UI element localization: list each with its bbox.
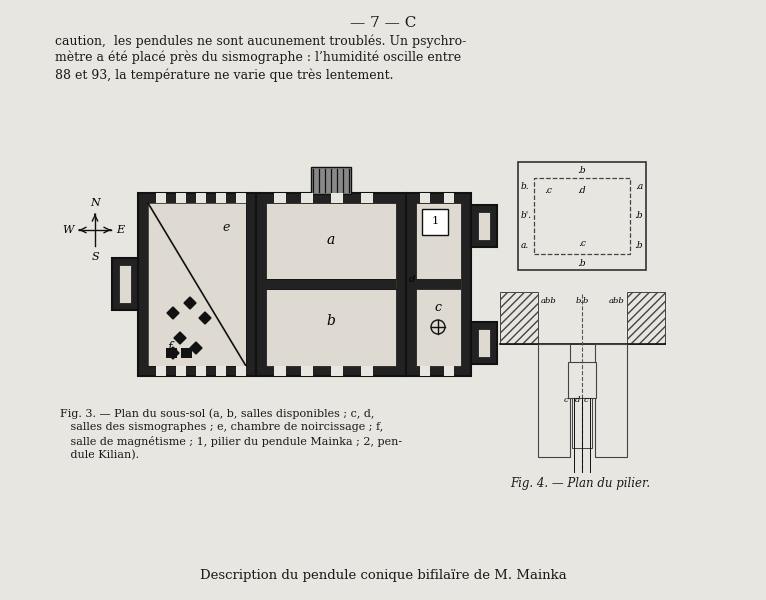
- Text: .b: .b: [634, 241, 643, 250]
- Polygon shape: [167, 347, 179, 359]
- Text: N: N: [90, 198, 100, 208]
- Polygon shape: [199, 312, 211, 324]
- Bar: [568, 362, 596, 398]
- Bar: [534, 178, 630, 254]
- Text: d: d: [574, 396, 580, 404]
- Bar: [311, 167, 351, 194]
- Bar: [444, 366, 454, 376]
- Bar: [266, 203, 396, 289]
- Polygon shape: [174, 332, 186, 344]
- Bar: [420, 193, 430, 203]
- Bar: [406, 193, 471, 376]
- Text: .a: .a: [635, 182, 643, 191]
- Text: abb: abb: [541, 297, 557, 305]
- Text: 88 et 93, la température ne varie que très lentement.: 88 et 93, la température ne varie que tr…: [55, 68, 394, 82]
- Text: a.: a.: [521, 241, 529, 250]
- Bar: [444, 193, 454, 203]
- Text: abb: abb: [608, 297, 624, 305]
- Bar: [119, 265, 131, 303]
- Text: b.: b.: [521, 182, 529, 191]
- Bar: [301, 193, 313, 203]
- Text: .c: .c: [578, 239, 586, 248]
- Bar: [176, 366, 186, 376]
- Text: S: S: [91, 252, 99, 262]
- Text: .d: .d: [578, 186, 586, 195]
- Text: salles des sismographes ; e, chambre de noircissage ; f,: salles des sismographes ; e, chambre de …: [60, 422, 383, 432]
- Text: caution,  les pendules ne sont aucunement troublés. Un psychro-: caution, les pendules ne sont aucunement…: [55, 34, 466, 47]
- Text: dule Kilian).: dule Kilian).: [60, 450, 139, 460]
- Bar: [361, 366, 373, 376]
- Text: Description du pendule conique bifilaïre de M. Mainka: Description du pendule conique bifilaïre…: [200, 569, 566, 582]
- Bar: [274, 193, 286, 203]
- Bar: [420, 366, 430, 376]
- Text: mètre a été placé près du sismographe : l’humidité oscille entre: mètre a été placé près du sismographe : …: [55, 51, 461, 64]
- Bar: [112, 258, 138, 310]
- Bar: [416, 203, 461, 289]
- Text: salle de magnétisme ; 1, pilier du pendule Mainka ; 2, pen-: salle de magnétisme ; 1, pilier du pendu…: [60, 436, 402, 447]
- Text: W: W: [63, 225, 74, 235]
- Text: c: c: [434, 301, 441, 314]
- Text: b: b: [326, 314, 336, 328]
- Bar: [138, 193, 256, 376]
- Bar: [266, 289, 396, 366]
- Bar: [236, 193, 246, 203]
- Bar: [266, 279, 396, 289]
- Text: b.b: b.b: [575, 297, 589, 305]
- Text: E: E: [116, 225, 124, 235]
- Text: e: e: [222, 221, 230, 234]
- Bar: [416, 289, 461, 366]
- Bar: [361, 193, 373, 203]
- Bar: [156, 193, 166, 203]
- Bar: [538, 344, 570, 457]
- Bar: [301, 366, 313, 376]
- Text: — 7 — C: — 7 — C: [350, 16, 416, 30]
- Text: 1: 1: [431, 216, 439, 226]
- Bar: [331, 366, 343, 376]
- Text: d: d: [409, 275, 415, 283]
- Text: c: c: [584, 396, 589, 404]
- Text: .b: .b: [578, 166, 586, 175]
- Bar: [518, 162, 646, 270]
- Bar: [471, 205, 497, 247]
- Bar: [627, 292, 665, 344]
- Text: a: a: [327, 233, 336, 247]
- Bar: [274, 366, 286, 376]
- Bar: [156, 366, 166, 376]
- Text: Fig. 3. — Plan du sous-sol (a, b, salles disponibles ; c, d,: Fig. 3. — Plan du sous-sol (a, b, salles…: [60, 408, 375, 419]
- Text: .b: .b: [578, 259, 586, 268]
- Bar: [416, 279, 461, 289]
- Bar: [595, 344, 627, 457]
- Bar: [256, 193, 406, 376]
- Bar: [148, 203, 246, 366]
- Polygon shape: [167, 307, 179, 319]
- Bar: [216, 193, 226, 203]
- Bar: [572, 398, 592, 448]
- Polygon shape: [184, 297, 196, 309]
- Text: .c: .c: [544, 186, 552, 195]
- Bar: [236, 366, 246, 376]
- Bar: [181, 348, 192, 358]
- Text: b'.: b'.: [521, 211, 532, 220]
- Bar: [422, 209, 448, 235]
- Bar: [148, 203, 246, 366]
- Bar: [471, 322, 497, 364]
- Bar: [196, 193, 206, 203]
- Bar: [331, 193, 343, 203]
- Bar: [176, 193, 186, 203]
- Bar: [196, 366, 206, 376]
- Bar: [500, 292, 538, 344]
- Text: f: f: [168, 341, 172, 354]
- Bar: [216, 366, 226, 376]
- Text: c: c: [563, 396, 568, 404]
- Text: Fig. 4. — Plan du pilier.: Fig. 4. — Plan du pilier.: [510, 477, 650, 490]
- Bar: [166, 348, 177, 358]
- Text: .b: .b: [634, 211, 643, 220]
- Bar: [478, 212, 490, 240]
- Polygon shape: [190, 342, 202, 354]
- Bar: [478, 329, 490, 357]
